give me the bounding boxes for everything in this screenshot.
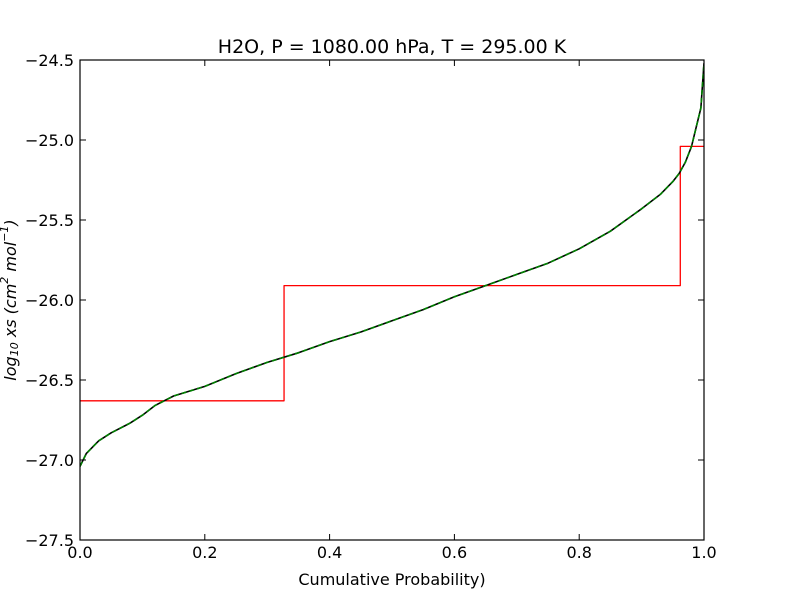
x-tick-label: 0.0 <box>67 543 92 562</box>
y-axis-label-xs: xs (cm <box>1 284 20 343</box>
y-axis-label-close: ) <box>1 219 20 226</box>
y-axis-label-group: log10 xs (cm2 mol−1) <box>0 219 21 380</box>
y-axis-label-sub: 10 <box>8 342 21 356</box>
axes: 0.0 0.2 0.4 0.6 0.8 1.0 −27.5 −27.0 −26.5 −26.0 −2… <box>25 51 717 562</box>
x-tick-label: 0.2 <box>192 543 217 562</box>
y-tick-label: −27.0 <box>25 451 74 470</box>
x-tick-label: 0.6 <box>442 543 467 562</box>
x-tick-label: 0.4 <box>317 543 342 562</box>
x-tick-label: 0.8 <box>566 543 591 562</box>
chart-title: H2O, P = 1080.00 hPa, T = 295.00 K <box>218 36 567 58</box>
x-axis-label: Cumulative Probability) <box>298 570 485 589</box>
y-axis-label-log: log <box>1 356 20 380</box>
series-step-line <box>80 145 704 402</box>
plot-area <box>80 60 704 540</box>
y-tick-label: −25.5 <box>25 211 74 230</box>
series-dashed-line <box>80 63 704 467</box>
y-axis-label-mol: mol <box>1 241 20 276</box>
y-axis-label-sup2: −1 <box>0 226 11 242</box>
y-axis-label: log10 xs (cm2 mol−1) <box>0 219 21 380</box>
x-tick-label: 1.0 <box>691 543 716 562</box>
y-axis-label-sup1: 2 <box>0 277 11 284</box>
y-tick-label: −26.5 <box>25 371 74 390</box>
y-tick-label: −27.5 <box>25 531 74 550</box>
y-tick-label: −24.5 <box>25 51 74 70</box>
series-layer <box>80 63 704 467</box>
y-tick-label: −25.0 <box>25 131 74 150</box>
plot-background <box>80 60 704 540</box>
y-tick-label: −26.0 <box>25 291 74 310</box>
